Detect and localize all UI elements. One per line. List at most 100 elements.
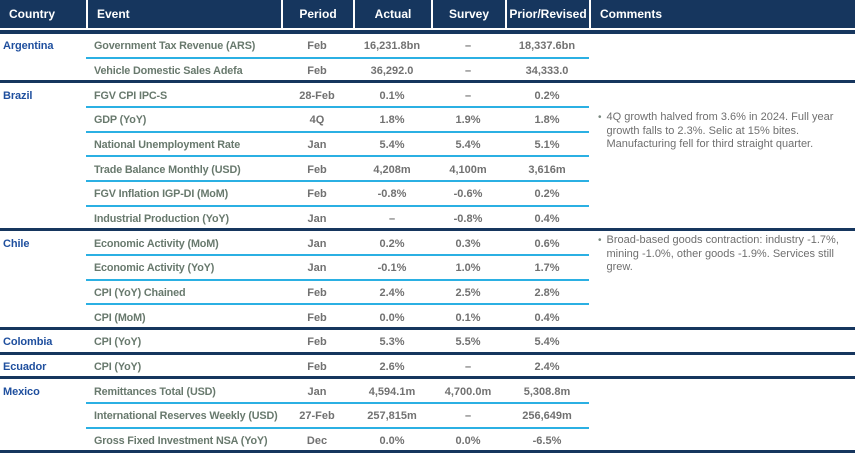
event-label: Trade Balance Monthly (USD) bbox=[94, 163, 241, 176]
event-label: International Reserves Weekly (USD) bbox=[94, 410, 278, 423]
event-label: FGV CPI IPC-S bbox=[94, 89, 168, 102]
bullet-icon: • bbox=[598, 235, 602, 247]
row-divider bbox=[86, 155, 589, 158]
comment: • 4Q growth halved from 3.6% in 2024. Fu… bbox=[598, 108, 855, 152]
actual-value: – bbox=[388, 213, 396, 226]
row-divider bbox=[86, 426, 589, 429]
prior-revised-value: 0.4% bbox=[534, 213, 560, 226]
period-value: Feb bbox=[307, 163, 327, 176]
prior-revised-value: 2.4% bbox=[534, 361, 560, 374]
survey-value: 4,700.0m bbox=[444, 385, 492, 398]
table-row: Brazil FGV CPI IPC-S 28-Feb 0.1% – 0.2% bbox=[0, 83, 855, 109]
prior-revised-value: 5.4% bbox=[534, 336, 560, 349]
table-row: Mexico Remittances Total (USD) Jan 4,594… bbox=[0, 379, 855, 405]
actual-value: 2.4% bbox=[379, 287, 405, 300]
table-body: Argentina Government Tax Revenue (ARS) F… bbox=[0, 34, 855, 454]
column-header-event: Event bbox=[86, 0, 281, 28]
table-row: Vehicle Domestic Sales Adefa Feb 36,292.… bbox=[0, 59, 855, 84]
table-row: Trade Balance Monthly (USD) Feb 4,208m 4… bbox=[0, 157, 855, 183]
header-rule-divider bbox=[0, 30, 855, 34]
comment-text: Broad-based goods contraction: industry … bbox=[606, 234, 839, 274]
header-gap-divider bbox=[0, 28, 855, 30]
table-row: FGV Inflation IGP-DI (MoM) Feb -0.8% -0.… bbox=[0, 182, 855, 207]
table-row: Ecuador CPI (YoY) Feb 2.6% – 2.4% bbox=[0, 355, 855, 380]
country-label: Argentina bbox=[3, 40, 54, 53]
prior-revised-value: 0.6% bbox=[534, 237, 560, 250]
period-value: Jan bbox=[307, 139, 327, 152]
table-row: Colombia CPI (YoY) Feb 5.3% 5.5% 5.4% bbox=[0, 330, 855, 355]
table-header-row: Country Event Period Actual Survey Prior… bbox=[0, 0, 855, 28]
row-divider bbox=[86, 402, 589, 405]
period-value: Jan bbox=[307, 262, 327, 275]
event-label: GDP (YoY) bbox=[94, 114, 147, 127]
event-label: CPI (YoY) bbox=[94, 336, 142, 349]
period-value: Feb bbox=[307, 311, 327, 324]
event-label: CPI (YoY) Chained bbox=[94, 287, 186, 300]
row-divider bbox=[86, 56, 589, 59]
column-header-prior-revised: Prior/Revised bbox=[505, 0, 589, 28]
actual-value: 4,208m bbox=[373, 163, 411, 176]
period-value: Jan bbox=[307, 385, 327, 398]
actual-value: 16,231.8bn bbox=[363, 40, 421, 53]
prior-revised-value: 0.2% bbox=[534, 89, 560, 102]
period-value: Jan bbox=[307, 237, 327, 250]
table-row: CPI (MoM) Feb 0.0% 0.1% 0.4% bbox=[0, 305, 855, 331]
prior-revised-value: 256,649m bbox=[522, 410, 572, 423]
survey-value: 5.5% bbox=[455, 336, 481, 349]
event-label: Gross Fixed Investment NSA (YoY) bbox=[94, 435, 268, 448]
survey-value: 0.0% bbox=[455, 435, 481, 448]
table-row: Industrial Production (YoY) Jan – -0.8% … bbox=[0, 207, 855, 232]
table-row: Economic Activity (YoY) Jan -0.1% 1.0% 1… bbox=[0, 256, 855, 281]
table-row: National Unemployment Rate Jan 5.4% 5.4%… bbox=[0, 133, 855, 158]
event-label: National Unemployment Rate bbox=[94, 139, 241, 152]
survey-value: 5.4% bbox=[455, 139, 481, 152]
actual-value: 5.4% bbox=[379, 139, 405, 152]
comment-cell: • 4Q growth halved from 3.6% in 2024. Fu… bbox=[589, 108, 855, 152]
event-label: Industrial Production (YoY) bbox=[94, 213, 229, 226]
event-label: Remittances Total (USD) bbox=[94, 385, 216, 398]
table-row: Chile Economic Activity (MoM) Jan 0.2% 0… bbox=[0, 231, 855, 273]
actual-value: 4,594.1m bbox=[368, 385, 416, 398]
row-divider bbox=[86, 204, 589, 207]
row-divider bbox=[86, 106, 589, 109]
period-value: Feb bbox=[307, 287, 327, 300]
actual-value: 1.8% bbox=[379, 114, 405, 127]
prior-revised-value: -6.5% bbox=[532, 435, 562, 448]
bullet-icon: • bbox=[598, 112, 602, 124]
period-value: Jan bbox=[307, 213, 327, 226]
survey-value: -0.8% bbox=[453, 213, 483, 226]
actual-value: -0.1% bbox=[377, 262, 407, 275]
actual-value: -0.8% bbox=[377, 188, 407, 201]
row-divider bbox=[0, 80, 855, 84]
prior-revised-value: 5,308.8m bbox=[523, 385, 571, 398]
survey-value: -0.6% bbox=[453, 188, 483, 201]
row-divider bbox=[86, 278, 589, 281]
column-header-comments: Comments bbox=[589, 0, 855, 28]
table-row: Argentina Government Tax Revenue (ARS) F… bbox=[0, 34, 855, 59]
prior-revised-value: 2.8% bbox=[534, 287, 560, 300]
prior-revised-value: 18,337.6bn bbox=[518, 40, 576, 53]
period-value: 27-Feb bbox=[299, 410, 335, 423]
survey-value: 1.0% bbox=[455, 262, 481, 275]
prior-revised-value: 3,616m bbox=[528, 163, 566, 176]
survey-value: – bbox=[464, 40, 472, 53]
period-value: Dec bbox=[306, 435, 328, 448]
column-header-survey: Survey bbox=[431, 0, 505, 28]
row-divider bbox=[0, 450, 855, 454]
period-value: Feb bbox=[307, 361, 327, 374]
period-value: Feb bbox=[307, 336, 327, 349]
row-divider bbox=[0, 351, 855, 355]
actual-value: 5.3% bbox=[379, 336, 405, 349]
row-divider bbox=[0, 327, 855, 331]
comment: • Broad-based goods contraction: industr… bbox=[598, 231, 855, 275]
survey-value: 2.5% bbox=[455, 287, 481, 300]
table-row: GDP (YoY) 4Q 1.8% 1.9% 1.8% • 4Q growth … bbox=[0, 108, 855, 150]
prior-revised-value: 1.7% bbox=[534, 262, 560, 275]
event-label: FGV Inflation IGP-DI (MoM) bbox=[94, 188, 229, 201]
country-label: Ecuador bbox=[3, 361, 47, 374]
actual-value: 0.0% bbox=[379, 435, 405, 448]
row-divider bbox=[0, 376, 855, 380]
table-row: Gross Fixed Investment NSA (YoY) Dec 0.0… bbox=[0, 429, 855, 454]
comment-cell: • Broad-based goods contraction: industr… bbox=[589, 231, 855, 275]
